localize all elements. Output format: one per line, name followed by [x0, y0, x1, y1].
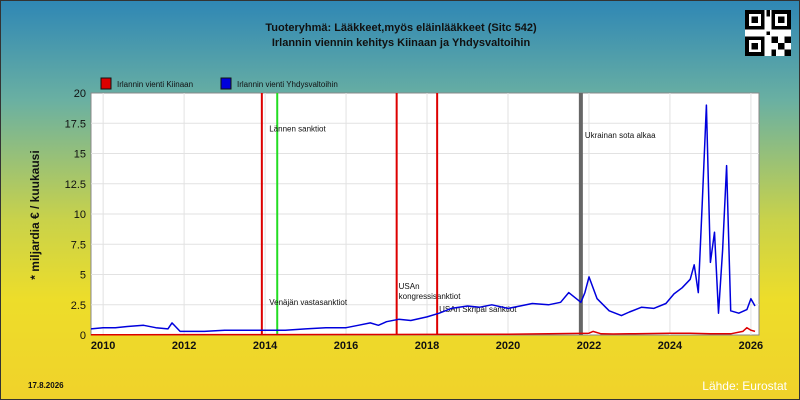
series-line-1	[90, 104, 756, 333]
event-label: Venäjän vastasanktiot	[269, 298, 348, 307]
x-tick-label: 2024	[658, 340, 683, 352]
chart-subtitle: Irlannin viennin kehitys Kiinaan ja Yhdy…	[271, 37, 531, 49]
event-label: USAn kongressisanktiot	[399, 282, 462, 301]
event-label: Ukrainan sota alkaa	[585, 131, 656, 140]
x-tick-label: 2010	[91, 340, 115, 352]
x-tick-label: 2018	[415, 340, 439, 352]
source-text: Lähde: Eurostat	[702, 379, 787, 393]
legend-label: Irlannin vienti Yhdysvaltoihin	[237, 80, 338, 89]
y-tick-label: 17.5	[65, 118, 86, 130]
event-label: USAn Skripal sanktiot	[439, 305, 517, 314]
y-ticks: 0 2.5 5 7.5 10 12.5 15 17.5 20	[65, 88, 86, 342]
x-ticks: 2010 2012 2014 2016 2018 2020 2022 2024 2026	[91, 340, 763, 352]
x-tick-label: 2012	[172, 340, 196, 352]
y-tick-label: 20	[74, 88, 86, 100]
x-tick-label: 2022	[577, 340, 601, 352]
x-tick-label: 2020	[496, 340, 520, 352]
x-tick-label: 2026	[739, 340, 763, 352]
qr-code-icon	[745, 10, 791, 56]
y-tick-label: 2.5	[71, 300, 86, 312]
event-lines: Lännen sanktiot Venäjän vastasanktiot USAn…	[260, 93, 656, 335]
x-tick-label: 2014	[253, 340, 278, 352]
y-tick-label: 12.5	[65, 179, 86, 191]
legend: Irlannin vienti Kiinaan Irlannin vienti Y…	[100, 77, 338, 90]
date-stamp: 17.8.2026	[28, 381, 64, 390]
event-label: Lännen sanktiot	[269, 125, 326, 134]
chart-title: Tuoteryhmä: Lääkkeet,myös eläinlääkkeet …	[265, 22, 537, 34]
legend-label: Irlannin vienti Kiinaan	[117, 80, 193, 89]
y-tick-label: 0	[80, 330, 86, 342]
x-tick-label: 2016	[334, 340, 358, 352]
series-lines	[90, 104, 756, 336]
y-tick-label: 7.5	[71, 239, 86, 251]
y-tick-label: 15	[74, 149, 86, 161]
y-tick-label: 5	[80, 270, 86, 282]
grid	[91, 93, 759, 335]
y-tick-label: 10	[74, 209, 86, 221]
series-line-0	[90, 326, 756, 336]
legend-swatch	[220, 77, 232, 90]
legend-swatch	[100, 77, 112, 90]
